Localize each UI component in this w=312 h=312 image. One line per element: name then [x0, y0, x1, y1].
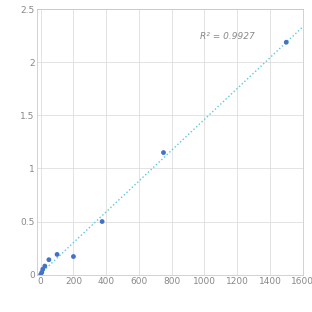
- Text: R² = 0.9927: R² = 0.9927: [199, 32, 254, 41]
- Point: [100, 219, 105, 224]
- Point: [71, 254, 76, 259]
- Point: [284, 40, 289, 45]
- Point: [38, 272, 43, 277]
- Point: [46, 257, 51, 262]
- Point: [161, 150, 166, 155]
- Point: [40, 267, 45, 272]
- Point: [42, 264, 47, 269]
- Point: [55, 252, 60, 257]
- Point: [39, 270, 44, 275]
